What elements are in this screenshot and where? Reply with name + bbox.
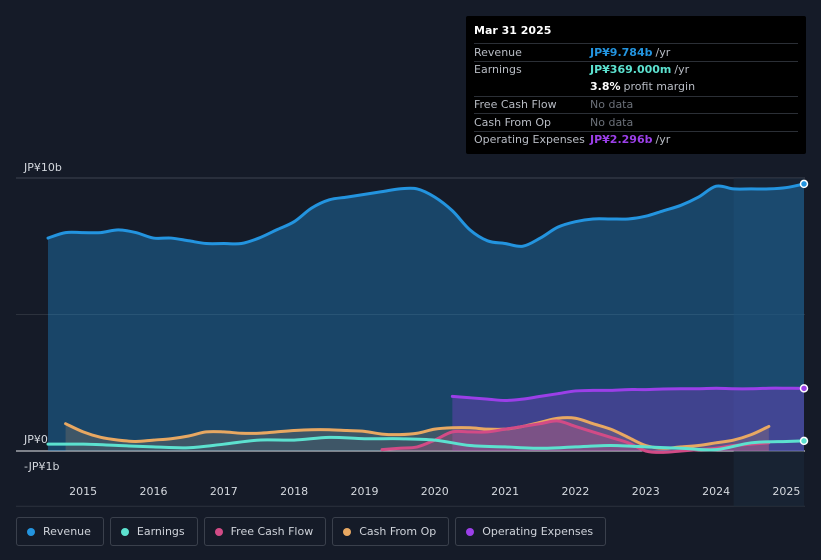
legend-label: Revenue — [43, 525, 91, 538]
tooltip-row-value: 3.8% — [590, 80, 621, 94]
legend-label: Operating Expenses — [482, 525, 594, 538]
y-label-bottom: -JP¥1b — [24, 460, 59, 473]
forecast-band — [733, 178, 804, 507]
x-tick-label: 2017 — [210, 485, 238, 498]
legend-label: Free Cash Flow — [230, 525, 314, 538]
tooltip-panel: Mar 31 2025 Revenue JP¥9.784b/yr Earnings J… — [466, 16, 806, 154]
y-label-top: JP¥10b — [23, 161, 62, 174]
legend-dot-icon — [27, 527, 35, 536]
operating-expenses-end-point — [799, 384, 809, 393]
earnings-line — [46, 435, 806, 452]
tooltip-row-value: JP¥9.784b — [590, 45, 653, 59]
legend-dot-icon — [466, 527, 475, 536]
x-tick-label: 2023 — [632, 485, 660, 498]
x-axis: 2015 2016 2017 2018 2019 2020 2021 2022 2023 2024… — [69, 485, 800, 498]
x-tick-label: 2025 — [772, 485, 800, 498]
tooltip-row: Cash From Op No data — [474, 113, 798, 131]
legend-item-free-cash-flow[interactable]: Free Cash Flow — [203, 517, 327, 546]
legend-item-revenue[interactable]: Revenue — [16, 517, 104, 546]
tooltip-row: Earnings JP¥369.000m/yr — [474, 60, 798, 79]
x-tick-label: 2022 — [561, 485, 589, 498]
free-cash-flow-area — [382, 420, 769, 453]
operating-expenses-area — [452, 388, 804, 451]
x-tick-label: 2016 — [139, 485, 167, 498]
legend-item-cash-from-op[interactable]: Cash From Op — [332, 517, 450, 546]
tooltip-row-label: Revenue — [474, 45, 522, 59]
operating-expenses-line — [450, 386, 806, 403]
tooltip-row: 3.8% profit margin — [474, 78, 798, 96]
legend-dot-icon — [343, 527, 352, 536]
tooltip-row-label: Free Cash Flow — [474, 98, 557, 112]
tooltip-row-unit: /yr — [655, 133, 671, 147]
tooltip-row-label: Cash From Op — [474, 115, 552, 129]
revenue-end-point — [799, 179, 809, 189]
legend: Revenue Earnings Free Cash Flow Cash From O… — [16, 517, 607, 546]
grid-lines — [16, 177, 805, 507]
tooltip-row-label: Earnings — [474, 63, 522, 77]
tooltip-rows: Revenue JP¥9.784b/yr Earnings JP¥369.000m/y… — [474, 43, 798, 148]
tooltip-row-value: JP¥369.000m — [590, 63, 672, 77]
x-tick-label: 2019 — [350, 485, 378, 498]
series-layer — [46, 179, 809, 454]
x-tick-label: 2020 — [421, 485, 449, 498]
x-tick-label: 2018 — [280, 485, 308, 498]
legend-dot-icon — [120, 527, 129, 536]
x-tick-label: 2024 — [702, 485, 730, 498]
tooltip-row-value: JP¥2.296b — [590, 133, 653, 147]
legend-dot-icon — [214, 527, 223, 536]
tooltip-row: Operating Expenses JP¥2.296b/yr — [474, 130, 798, 149]
tooltip-row-label: Operating Expenses — [474, 133, 585, 147]
earnings-end-point — [799, 436, 809, 446]
tooltip-row-value: No data — [590, 115, 634, 129]
tooltip-row: Revenue JP¥9.784b/yr — [474, 43, 798, 61]
tooltip-row: Free Cash Flow No data — [474, 95, 798, 114]
tooltip-row-unit: /yr — [674, 63, 690, 77]
legend-label: Earnings — [136, 525, 185, 538]
x-tick-label: 2015 — [69, 485, 97, 498]
x-tick-label: 2021 — [491, 485, 519, 498]
tooltip-date: Mar 31 2025 — [474, 24, 552, 37]
legend-label: Cash From Op — [359, 525, 437, 538]
y-label-zero: JP¥0 — [23, 433, 48, 446]
tooltip-row-unit: profit margin — [623, 80, 696, 94]
revenue-area — [48, 183, 804, 451]
tooltip-row-unit: /yr — [655, 45, 671, 59]
legend-item-earnings[interactable]: Earnings — [109, 517, 198, 546]
tooltip-row-value: No data — [590, 98, 634, 112]
legend-item-operating-expenses[interactable]: Operating Expenses — [455, 517, 607, 546]
revenue-line — [46, 182, 806, 248]
